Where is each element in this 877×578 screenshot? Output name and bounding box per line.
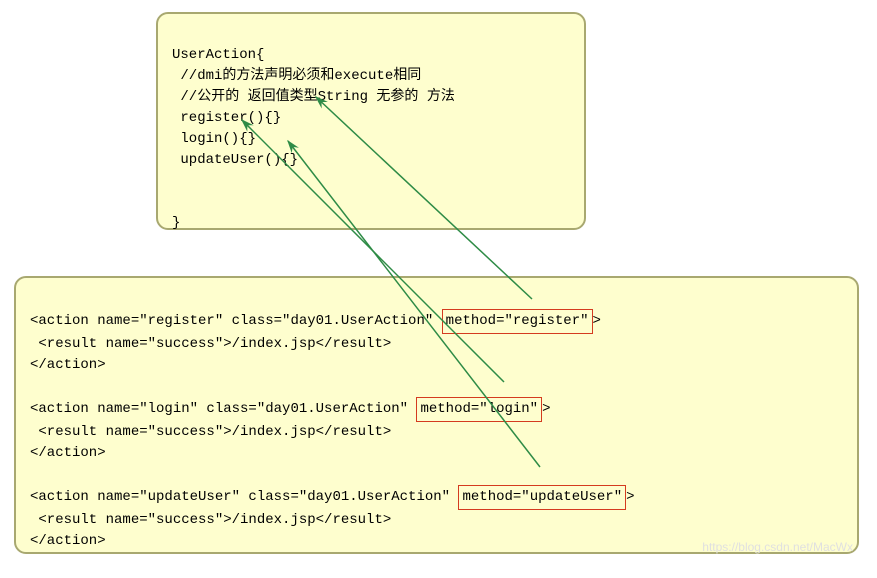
highlight-method-register: method="register" — [442, 309, 593, 334]
code-line: </action> — [30, 533, 106, 549]
code-line: } — [172, 215, 180, 231]
code-line-login: login(){} — [172, 131, 256, 147]
highlight-method-updateuser: method="updateUser" — [458, 485, 626, 510]
code-line: <result name="success">/index.jsp</resul… — [30, 336, 391, 352]
xml-config-box: <action name="register" class="day01.Use… — [14, 276, 859, 554]
code-line: </action> — [30, 445, 106, 461]
code-line: //公开的 返回值类型String 无参的 方法 — [172, 89, 455, 105]
watermark: https://blog.csdn.net/MacWx — [702, 540, 853, 554]
code-line: <result name="success">/index.jsp</resul… — [30, 424, 391, 440]
code-line: //dmi的方法声明必须和execute相同 — [172, 68, 421, 84]
code-line-updateuser: updateUser(){} — [172, 152, 298, 168]
code-line: </action> — [30, 357, 106, 373]
code-line: UserAction{ — [172, 47, 264, 63]
code-line-register: register(){} — [172, 110, 281, 126]
highlight-method-login: method="login" — [416, 397, 542, 422]
action-updateuser-line: <action name="updateUser" class="day01.U… — [30, 489, 635, 505]
useraction-class-box: UserAction{ //dmi的方法声明必须和execute相同 //公开的… — [156, 12, 586, 230]
action-login-line: <action name="login" class="day01.UserAc… — [30, 401, 551, 417]
code-line: <result name="success">/index.jsp</resul… — [30, 512, 391, 528]
action-register-line: <action name="register" class="day01.Use… — [30, 313, 601, 329]
